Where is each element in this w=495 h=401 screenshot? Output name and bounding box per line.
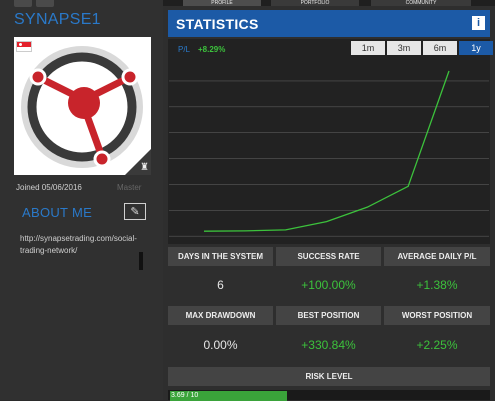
- profile-panel: SYNAPSE1 ♜ Joined 05/06/2016 Master ABOU…: [0, 0, 163, 400]
- singapore-flag-icon: [16, 41, 32, 52]
- avatar: ♜: [14, 37, 151, 175]
- range-1m-button[interactable]: 1m: [351, 41, 385, 55]
- tab-profile[interactable]: PROFILE: [183, 0, 261, 6]
- tab-strip: PROFILE PORTFOLIO COMMUNITY: [163, 0, 495, 6]
- range-selector: 1m 3m 6m 1y: [349, 41, 493, 55]
- risk-level-fill: [170, 391, 288, 401]
- profile-top-buttons: [14, 0, 54, 7]
- stat-drawdown-label: MAX DRAWDOWN: [168, 306, 273, 325]
- tab-community[interactable]: COMMUNITY: [371, 0, 471, 6]
- rank-badge-icon: ♜: [140, 162, 149, 173]
- joined-date: Joined 05/06/2016: [16, 183, 82, 192]
- stat-drawdown-value: 0.00%: [203, 338, 238, 352]
- stat-days-label: DAYS IN THE SYSTEM: [168, 247, 273, 266]
- range-6m-button[interactable]: 6m: [423, 41, 457, 55]
- prev-button[interactable]: [14, 0, 32, 7]
- pencil-icon: ✎: [130, 206, 140, 218]
- stat-success-label: SUCCESS RATE: [276, 247, 381, 266]
- rank-corner: [125, 149, 151, 175]
- pnl-series-line: [203, 70, 450, 232]
- stat-worst-label: WORST POSITION: [384, 306, 490, 325]
- about-text: http://synapsetrading.com/social-trading…: [20, 234, 137, 255]
- risk-level-label: RISK LEVEL: [168, 367, 490, 386]
- username: SYNAPSE1: [14, 11, 101, 28]
- stat-avg-daily-label: AVERAGE DAILY P/L: [384, 247, 490, 266]
- statistics-panel: PROFILE PORTFOLIO COMMUNITY STATISTICS i…: [163, 0, 495, 401]
- statistics-header: STATISTICS i: [168, 10, 490, 37]
- about-title: ABOUT ME: [22, 205, 93, 220]
- pnl-value: +8.29%: [198, 45, 226, 54]
- pnl-plot: [169, 70, 489, 237]
- stat-best-value: +330.84%: [301, 338, 356, 352]
- stat-days-value: 6: [217, 278, 224, 292]
- range-1y-button[interactable]: 1y: [459, 41, 493, 55]
- risk-level-value: 3.69 / 10: [171, 392, 199, 399]
- about-scrollbar[interactable]: [139, 252, 143, 270]
- stat-avg-daily-value: +1.38%: [416, 278, 458, 292]
- stat-best-label: BEST POSITION: [276, 306, 381, 325]
- risk-level-bar: [168, 390, 490, 401]
- tab-portfolio[interactable]: PORTFOLIO: [271, 0, 359, 6]
- pnl-label: P/L: [178, 45, 191, 54]
- pnl-chart: P/L +8.29% 1m 3m 6m 1y: [168, 39, 493, 244]
- rank-label: Master: [117, 183, 142, 192]
- stat-success-value: +100.00%: [301, 278, 356, 292]
- next-button[interactable]: [36, 0, 54, 7]
- stat-worst-value: +2.25%: [416, 338, 458, 352]
- avatar-logo-icon: [21, 46, 143, 168]
- statistics-title: STATISTICS: [176, 16, 259, 32]
- info-icon[interactable]: i: [472, 16, 485, 30]
- edit-about-button[interactable]: ✎: [124, 203, 146, 220]
- range-3m-button[interactable]: 3m: [387, 41, 421, 55]
